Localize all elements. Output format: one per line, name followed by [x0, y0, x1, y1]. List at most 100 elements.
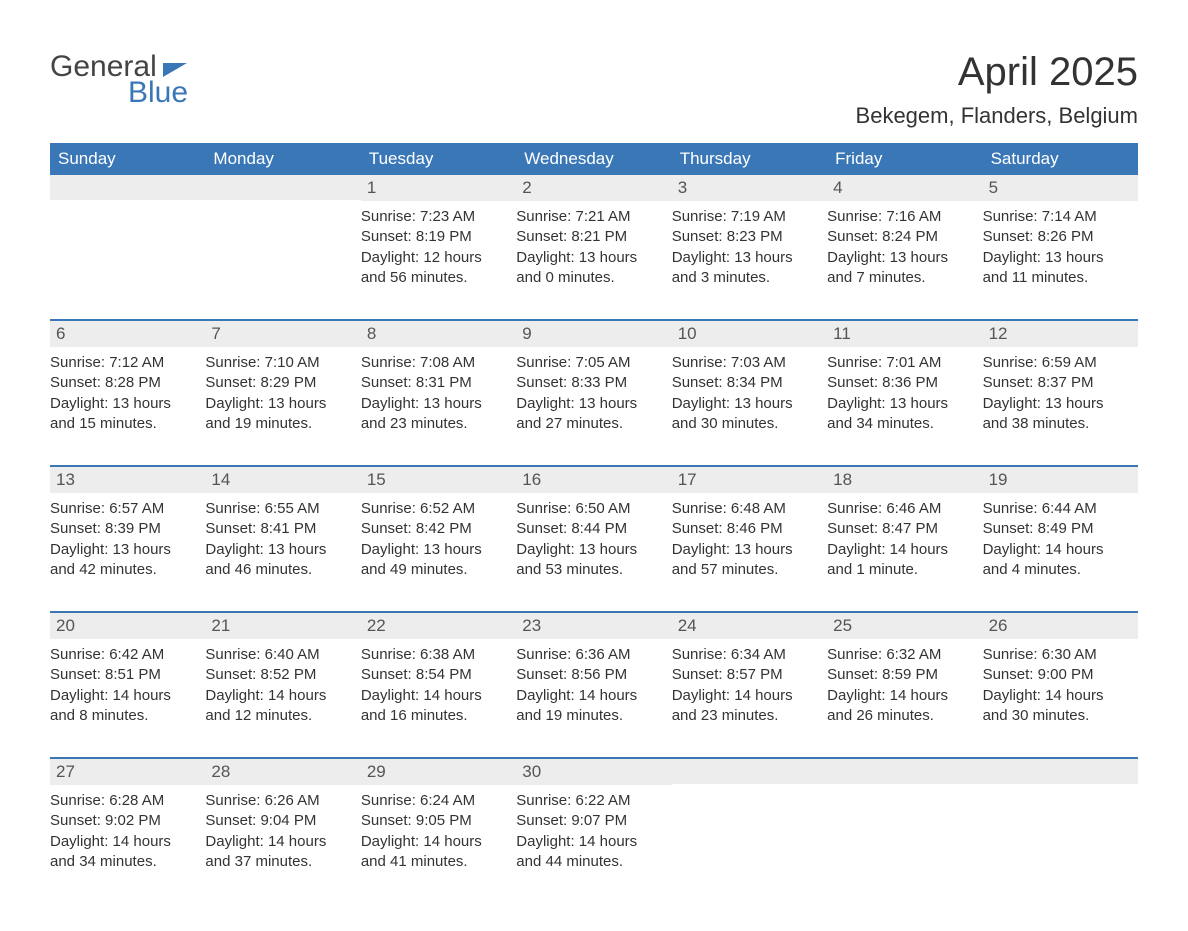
title-block: April 2025 Bekegem, Flanders, Belgium — [856, 50, 1138, 129]
day-body: Sunrise: 6:48 AMSunset: 8:46 PMDaylight:… — [672, 493, 827, 589]
sunset-line: Sunset: 8:41 PM — [205, 519, 356, 539]
sunset-line: Sunset: 8:39 PM — [50, 519, 201, 539]
sunrise-line: Sunrise: 7:21 AM — [516, 207, 667, 227]
calendar: SundayMondayTuesdayWednesdayThursdayFrid… — [50, 143, 1138, 881]
day-cell — [983, 759, 1138, 881]
daylight-line-1: Daylight: 13 hours — [827, 394, 978, 414]
daylight-line-1: Daylight: 13 hours — [672, 394, 823, 414]
day-cell: 13Sunrise: 6:57 AMSunset: 8:39 PMDayligh… — [50, 467, 205, 589]
sunset-line: Sunset: 8:21 PM — [516, 227, 667, 247]
sunset-line: Sunset: 8:23 PM — [672, 227, 823, 247]
day-number-band — [205, 175, 360, 200]
sunrise-line: Sunrise: 6:50 AM — [516, 499, 667, 519]
day-cell: 19Sunrise: 6:44 AMSunset: 8:49 PMDayligh… — [983, 467, 1138, 589]
sunrise-line: Sunrise: 7:19 AM — [672, 207, 823, 227]
daylight-line-1: Daylight: 14 hours — [50, 832, 201, 852]
day-number-band: 7 — [205, 321, 360, 347]
daylight-line-2: and 34 minutes. — [50, 852, 201, 872]
day-number-band: 2 — [516, 175, 671, 201]
day-number-band: 14 — [205, 467, 360, 493]
daylight-line-1: Daylight: 14 hours — [516, 832, 667, 852]
daylight-line-2: and 49 minutes. — [361, 560, 512, 580]
day-number-band: 16 — [516, 467, 671, 493]
day-cell: 22Sunrise: 6:38 AMSunset: 8:54 PMDayligh… — [361, 613, 516, 735]
week-row: 1Sunrise: 7:23 AMSunset: 8:19 PMDaylight… — [50, 175, 1138, 297]
day-cell: 23Sunrise: 6:36 AMSunset: 8:56 PMDayligh… — [516, 613, 671, 735]
day-cell — [672, 759, 827, 881]
daylight-line-2: and 41 minutes. — [361, 852, 512, 872]
sunrise-line: Sunrise: 6:48 AM — [672, 499, 823, 519]
day-body: Sunrise: 6:26 AMSunset: 9:04 PMDaylight:… — [205, 785, 360, 881]
day-body — [983, 784, 1138, 880]
daylight-line-2: and 7 minutes. — [827, 268, 978, 288]
daylight-line-2: and 3 minutes. — [672, 268, 823, 288]
sunset-line: Sunset: 8:36 PM — [827, 373, 978, 393]
weekday-header-row: SundayMondayTuesdayWednesdayThursdayFrid… — [50, 143, 1138, 175]
daylight-line-2: and 57 minutes. — [672, 560, 823, 580]
day-number-band — [672, 759, 827, 784]
day-cell: 20Sunrise: 6:42 AMSunset: 8:51 PMDayligh… — [50, 613, 205, 735]
sunrise-line: Sunrise: 6:36 AM — [516, 645, 667, 665]
weekday-header-cell: Friday — [827, 143, 982, 175]
daylight-line-2: and 0 minutes. — [516, 268, 667, 288]
sunset-line: Sunset: 8:57 PM — [672, 665, 823, 685]
day-number-band — [50, 175, 205, 200]
day-cell: 30Sunrise: 6:22 AMSunset: 9:07 PMDayligh… — [516, 759, 671, 881]
daylight-line-2: and 44 minutes. — [516, 852, 667, 872]
day-number-band: 13 — [50, 467, 205, 493]
day-body: Sunrise: 6:34 AMSunset: 8:57 PMDaylight:… — [672, 639, 827, 735]
day-cell: 7Sunrise: 7:10 AMSunset: 8:29 PMDaylight… — [205, 321, 360, 443]
daylight-line-2: and 53 minutes. — [516, 560, 667, 580]
logo-triangle-icon — [163, 63, 187, 77]
sunrise-line: Sunrise: 7:12 AM — [50, 353, 201, 373]
daylight-line-1: Daylight: 14 hours — [983, 540, 1134, 560]
daylight-line-2: and 56 minutes. — [361, 268, 512, 288]
daylight-line-2: and 8 minutes. — [50, 706, 201, 726]
sunset-line: Sunset: 8:51 PM — [50, 665, 201, 685]
daylight-line-1: Daylight: 14 hours — [827, 686, 978, 706]
day-number-band: 4 — [827, 175, 982, 201]
day-number-band: 10 — [672, 321, 827, 347]
day-cell: 4Sunrise: 7:16 AMSunset: 8:24 PMDaylight… — [827, 175, 982, 297]
day-number-band — [983, 759, 1138, 784]
day-number-band: 28 — [205, 759, 360, 785]
week-row: 27Sunrise: 6:28 AMSunset: 9:02 PMDayligh… — [50, 757, 1138, 881]
day-cell: 2 Sunrise: 7:21 AMSunset: 8:21 PMDaylight… — [516, 175, 671, 297]
daylight-line-2: and 38 minutes. — [983, 414, 1134, 434]
day-number-band: 3 — [672, 175, 827, 201]
daylight-line-2: and 42 minutes. — [50, 560, 201, 580]
day-body: Sunrise: 7:01 AMSunset: 8:36 PMDaylight:… — [827, 347, 982, 443]
daylight-line-2: and 23 minutes. — [672, 706, 823, 726]
daylight-line-1: Daylight: 13 hours — [672, 540, 823, 560]
day-number-band: 17 — [672, 467, 827, 493]
day-cell: 16Sunrise: 6:50 AMSunset: 8:44 PMDayligh… — [516, 467, 671, 589]
daylight-line-1: Daylight: 13 hours — [516, 248, 667, 268]
month-title: April 2025 — [856, 50, 1138, 95]
day-cell: 12Sunrise: 6:59 AMSunset: 8:37 PMDayligh… — [983, 321, 1138, 443]
day-body: Sunrise: 6:36 AMSunset: 8:56 PMDaylight:… — [516, 639, 671, 735]
sunrise-line: Sunrise: 6:26 AM — [205, 791, 356, 811]
day-number-band: 8 — [361, 321, 516, 347]
sunrise-line: Sunrise: 6:32 AM — [827, 645, 978, 665]
weeks-container: 1Sunrise: 7:23 AMSunset: 8:19 PMDaylight… — [50, 175, 1138, 881]
sunset-line: Sunset: 9:00 PM — [983, 665, 1134, 685]
day-body: Sunrise: 6:22 AMSunset: 9:07 PMDaylight:… — [516, 785, 671, 881]
day-body — [672, 784, 827, 880]
week-row: 13Sunrise: 6:57 AMSunset: 8:39 PMDayligh… — [50, 465, 1138, 589]
day-number-band: 22 — [361, 613, 516, 639]
daylight-line-1: Daylight: 13 hours — [205, 394, 356, 414]
sunrise-line: Sunrise: 6:42 AM — [50, 645, 201, 665]
daylight-line-1: Daylight: 14 hours — [827, 540, 978, 560]
sunset-line: Sunset: 9:04 PM — [205, 811, 356, 831]
daylight-line-1: Daylight: 13 hours — [205, 540, 356, 560]
day-body: Sunrise: 6:55 AMSunset: 8:41 PMDaylight:… — [205, 493, 360, 589]
sunset-line: Sunset: 8:19 PM — [361, 227, 512, 247]
daylight-line-1: Daylight: 14 hours — [672, 686, 823, 706]
day-body: Sunrise: 6:30 AMSunset: 9:00 PMDaylight:… — [983, 639, 1138, 735]
sunrise-line: Sunrise: 7:01 AM — [827, 353, 978, 373]
sunset-line: Sunset: 8:47 PM — [827, 519, 978, 539]
sunrise-line: Sunrise: 6:59 AM — [983, 353, 1134, 373]
sunset-line: Sunset: 8:52 PM — [205, 665, 356, 685]
day-cell: 28Sunrise: 6:26 AMSunset: 9:04 PMDayligh… — [205, 759, 360, 881]
daylight-line-2: and 15 minutes. — [50, 414, 201, 434]
